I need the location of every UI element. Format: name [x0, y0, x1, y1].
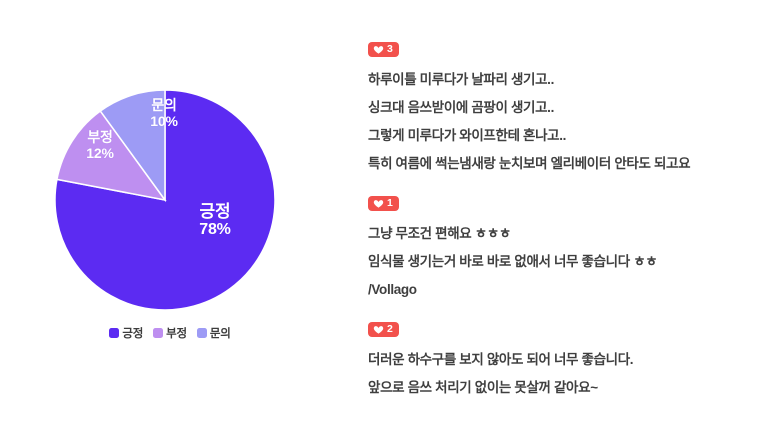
pie-label-negative: 부정 12%	[65, 129, 135, 161]
legend-swatch-icon	[153, 328, 164, 338]
legend-label: 긍정	[122, 328, 144, 340]
pie-label-inquiry: 문의 10%	[129, 97, 199, 129]
pie-graphic: 긍정 78% 부정 12% 문의 10%	[54, 89, 276, 311]
heart-icon	[373, 46, 384, 54]
legend-swatch-icon	[196, 328, 207, 338]
comment-block: 1 그냥 무조건 편해요 ㅎㅎㅎ 임식물 생기는거 바로 바로 없애서 너무 좋습니…	[368, 196, 764, 304]
comment-line: 특히 여름에 썩는냄새랑 눈치보며 엘리베이터 안타도 되고요	[368, 156, 691, 171]
like-count: 1	[387, 197, 393, 210]
pie-svg	[54, 89, 276, 311]
legend-swatch-icon	[109, 328, 120, 338]
comment-line: /Vollago	[368, 282, 417, 297]
comment-line: 그냥 무조건 편해요 ㅎㅎㅎ	[368, 226, 511, 241]
comment-block: 3 하루이틀 미루다가 날파리 생기고.. 싱크대 음쓰받이에 곰팡이 생기고.. 그…	[368, 42, 764, 178]
pie-legend: 긍정 부정 문의	[0, 325, 340, 341]
pie-label-positive-name: 긍정	[199, 202, 231, 221]
legend-label: 부정	[166, 328, 187, 340]
pie-label-negative-value: 12%	[86, 144, 114, 161]
comment-line: 싱크대 음쓰받이에 곰팡이 생기고..	[368, 100, 554, 115]
legend-label: 문의	[209, 328, 231, 340]
comment-line: 임식물 생기는거 바로 바로 없애서 너무 좋습니다 ㅎㅎ	[368, 254, 658, 269]
like-count: 2	[387, 323, 393, 336]
pie-label-inquiry-value: 10%	[150, 112, 178, 129]
comment-line: 그렇게 미루다가 와이프한테 혼나고..	[368, 128, 567, 143]
sentiment-pie-chart: 긍정 78% 부정 12% 문의 10% 긍정 부정 문의	[0, 0, 340, 432]
pie-label-inquiry-name: 문의	[151, 97, 177, 113]
like-badge[interactable]: 2	[368, 322, 399, 337]
like-badge[interactable]: 1	[368, 196, 399, 211]
pie-label-positive: 긍정 78%	[170, 202, 260, 239]
pie-label-negative-name: 부정	[87, 129, 113, 145]
heart-icon	[373, 326, 384, 334]
legend-item[interactable]: 부정	[153, 325, 187, 341]
comments-list: 3 하루이틀 미루다가 날파리 생기고.. 싱크대 음쓰받이에 곰팡이 생기고.. 그…	[368, 42, 764, 420]
like-badge[interactable]: 3	[368, 42, 399, 57]
like-count: 3	[387, 43, 393, 56]
pie-slice[interactable]	[99, 89, 166, 203]
pie-slice[interactable]	[56, 109, 167, 202]
pie-label-positive-value: 78%	[199, 221, 231, 239]
legend-item[interactable]: 문의	[196, 325, 231, 341]
comment-line: 앞으로 음쓰 처리기 없이는 못살꺼 같아요~	[368, 380, 598, 395]
comment-block: 2 더러운 하수구를 보지 않아도 되어 너무 좋습니다. 앞으로 음쓰 처리기 없…	[368, 322, 764, 402]
comment-line: 더러운 하수구를 보지 않아도 되어 너무 좋습니다.	[368, 352, 634, 367]
legend-item[interactable]: 긍정	[109, 325, 143, 341]
comment-line: 하루이틀 미루다가 날파리 생기고..	[368, 72, 554, 87]
heart-icon	[373, 200, 384, 208]
